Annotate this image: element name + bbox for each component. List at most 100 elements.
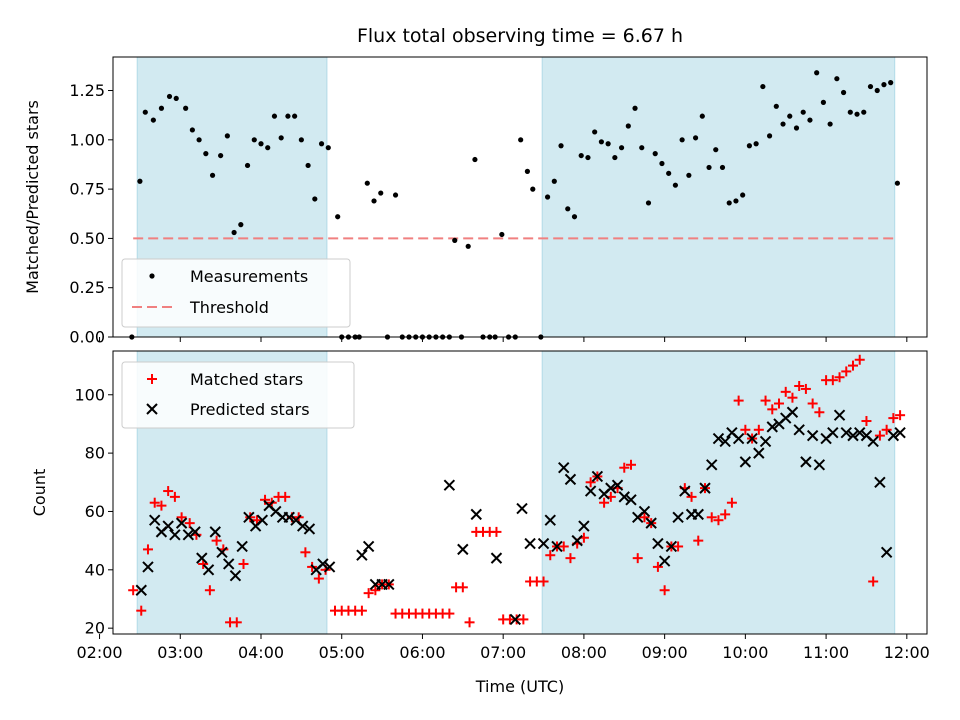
- measurement-point: [565, 206, 571, 212]
- x-tick-label: 06:00: [399, 643, 445, 662]
- matched-star-point: [444, 608, 455, 619]
- predicted-star-point: [584, 485, 597, 497]
- x-tick-label: 12:00: [884, 643, 930, 662]
- measurement-point: [874, 87, 880, 94]
- matched-star-point: [834, 372, 845, 383]
- measurement-point: [364, 180, 370, 186]
- predicted-star-point: [162, 520, 174, 532]
- measurement-point: [137, 178, 143, 184]
- bottom-legend-box: [121, 361, 355, 429]
- predicted-star-point: [665, 540, 678, 553]
- predicted-star-points: [135, 406, 906, 626]
- measurement-point: [292, 113, 298, 119]
- legend-marker-matched: [147, 374, 157, 384]
- predicted-star-point: [605, 482, 617, 494]
- predicted-star-point: [833, 409, 846, 421]
- matched-star-point: [814, 407, 825, 418]
- measurement-point: [285, 113, 291, 119]
- matched-star-point: [827, 375, 838, 386]
- matched-star-point: [652, 561, 663, 572]
- y-tick-label: 0.25: [69, 278, 105, 297]
- measurement-point: [847, 109, 853, 115]
- shaded-interval-1: [541, 350, 896, 635]
- measurement-point: [465, 243, 471, 249]
- matched-star-point: [300, 547, 311, 558]
- measurement-point: [472, 156, 478, 163]
- x-tick-label: 11:00: [803, 643, 849, 662]
- x-tick-label: 03:00: [157, 643, 203, 662]
- y-tick-label: 0.75: [69, 180, 105, 199]
- predicted-star-point: [618, 491, 630, 503]
- measurement-point: [378, 190, 384, 196]
- measurement-point: [558, 143, 564, 149]
- measurement-point: [142, 109, 148, 115]
- predicted-star-point: [356, 549, 368, 561]
- legend-label-predicted: Predicted stars: [190, 400, 310, 419]
- y-tick-label: 80: [85, 444, 105, 463]
- measurement-point: [639, 145, 645, 151]
- predicted-star-point: [753, 447, 765, 459]
- top-legend-box: [121, 258, 351, 328]
- matched-star-point: [874, 430, 885, 441]
- measurement-point: [325, 145, 331, 151]
- predicted-star-point: [457, 543, 469, 556]
- predicted-star-point: [847, 429, 859, 442]
- predicted-star-point: [524, 537, 536, 550]
- matched-star-point: [260, 494, 271, 505]
- matched-star-point: [740, 424, 751, 435]
- x-axis-label: Time (UTC): [475, 677, 564, 696]
- shaded-interval-1: [541, 56, 896, 338]
- measurement-point: [524, 168, 531, 174]
- measurement-point: [793, 125, 800, 131]
- x-tick-label: 02:00: [76, 643, 122, 662]
- measurement-point: [551, 178, 557, 184]
- measurement-point: [814, 70, 820, 76]
- predicted-star-point: [571, 534, 583, 547]
- x-tick-label: 08:00: [561, 643, 607, 662]
- measurement-point: [773, 103, 779, 109]
- matched-star-point: [313, 573, 324, 584]
- predicted-star-point: [189, 526, 201, 538]
- matched-star-point: [794, 381, 805, 392]
- predicted-star-point: [645, 517, 657, 529]
- matched-star-point: [780, 386, 791, 397]
- measurement-point: [854, 111, 860, 117]
- predicted-star-point: [149, 514, 161, 526]
- predicted-star-point: [283, 511, 295, 524]
- matched-star-point: [156, 500, 167, 511]
- measurement-point: [840, 89, 847, 96]
- matched-star-point: [545, 550, 556, 561]
- predicted-star-point: [867, 435, 879, 448]
- y-tick-label: 0.50: [69, 229, 105, 248]
- predicted-star-point: [564, 473, 577, 486]
- measurement-point: [499, 231, 505, 238]
- measurement-point: [672, 182, 679, 188]
- measurement-point: [271, 113, 278, 119]
- legend-marker-measurements: [149, 273, 155, 279]
- predicted-star-point: [135, 584, 147, 596]
- measurement-point: [598, 139, 605, 145]
- matched-star-point: [149, 497, 160, 508]
- predicted-star-point: [806, 429, 819, 442]
- x-tick-label: 07:00: [480, 643, 526, 662]
- predicted-star-point: [509, 613, 521, 626]
- measurement-point: [632, 105, 638, 111]
- predicted-star-point: [699, 482, 711, 494]
- predicted-star-point: [209, 526, 221, 538]
- measurement-point: [760, 83, 766, 90]
- bottom-y-axis-label: Count: [30, 469, 49, 517]
- matched-star-point: [767, 404, 778, 415]
- predicted-star-point: [813, 459, 826, 471]
- measurement-point: [881, 82, 887, 88]
- measurement-point: [298, 137, 304, 143]
- measurement-point: [800, 109, 806, 115]
- predicted-star-point: [558, 461, 570, 474]
- measurement-point: [265, 145, 271, 151]
- measurement-point: [224, 133, 230, 139]
- measurement-point: [733, 198, 739, 204]
- measurement-point: [612, 154, 618, 161]
- measurement-point: [244, 162, 251, 169]
- top-axes-frame: [112, 56, 928, 338]
- measurement-point: [652, 151, 658, 157]
